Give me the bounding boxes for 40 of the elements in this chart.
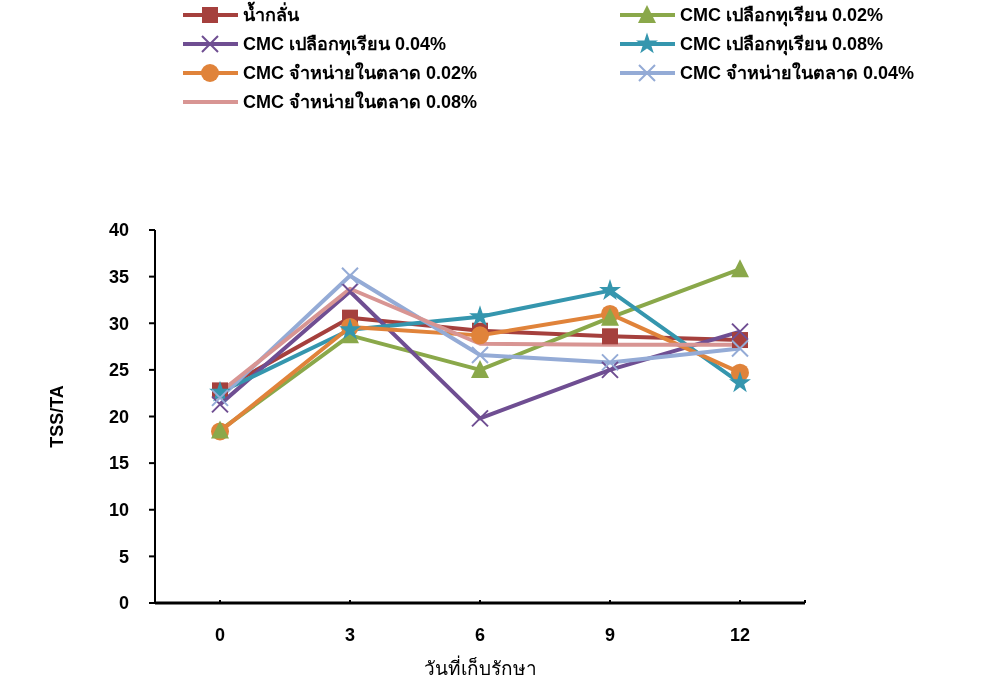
point [211, 388, 229, 407]
x-tick-label: 3 [344, 625, 356, 645]
x-tick-label: 12 [729, 625, 751, 645]
y-tick-label: 35 [108, 266, 129, 287]
point [471, 409, 489, 428]
point [471, 326, 489, 345]
y-tick-label: 10 [108, 500, 129, 521]
point [731, 339, 749, 358]
y-tick-label: 40 [108, 220, 129, 241]
legend-label: CMC เปลือกทุเรียน 0.02% [680, 5, 884, 28]
point [341, 282, 359, 301]
x-tick-label: 6 [474, 625, 486, 645]
point [471, 345, 489, 364]
point [601, 360, 619, 379]
point [469, 305, 491, 327]
y-tick-label: 30 [108, 313, 129, 334]
point [731, 322, 749, 341]
point [729, 371, 751, 393]
x-tick-label: 9 [604, 625, 616, 645]
y-tick-label: 5 [118, 546, 129, 567]
y-tick-label: 15 [108, 453, 129, 474]
legend-label: CMC เปลือกทุเรียน 0.08% [680, 34, 884, 57]
point [601, 353, 619, 372]
y-tick-label: 20 [108, 406, 129, 427]
legend-label: CMC จำหน่ายในตลาด 0.04% [680, 62, 915, 84]
point [471, 359, 489, 378]
point [731, 259, 749, 278]
x-tick-label: 0 [214, 625, 226, 645]
point [599, 279, 621, 300]
legend-label: CMC จำหน่ายในตลาด 0.08% [243, 91, 478, 113]
point [602, 328, 618, 345]
x-axis-title: วันที่เก็บรักษา [423, 655, 537, 679]
y-tick-label: 0 [118, 593, 129, 614]
point [341, 266, 359, 285]
legend-label: CMC เปลือกทุเรียน 0.04% [243, 34, 447, 57]
y-tick-label: 25 [108, 360, 129, 381]
legend-label: CMC จำหน่ายในตลาด 0.02% [243, 62, 478, 84]
legend-label: น้ำกลั่น [243, 1, 300, 26]
point [211, 395, 229, 414]
y-axis-title: TSS/TA [47, 385, 67, 448]
